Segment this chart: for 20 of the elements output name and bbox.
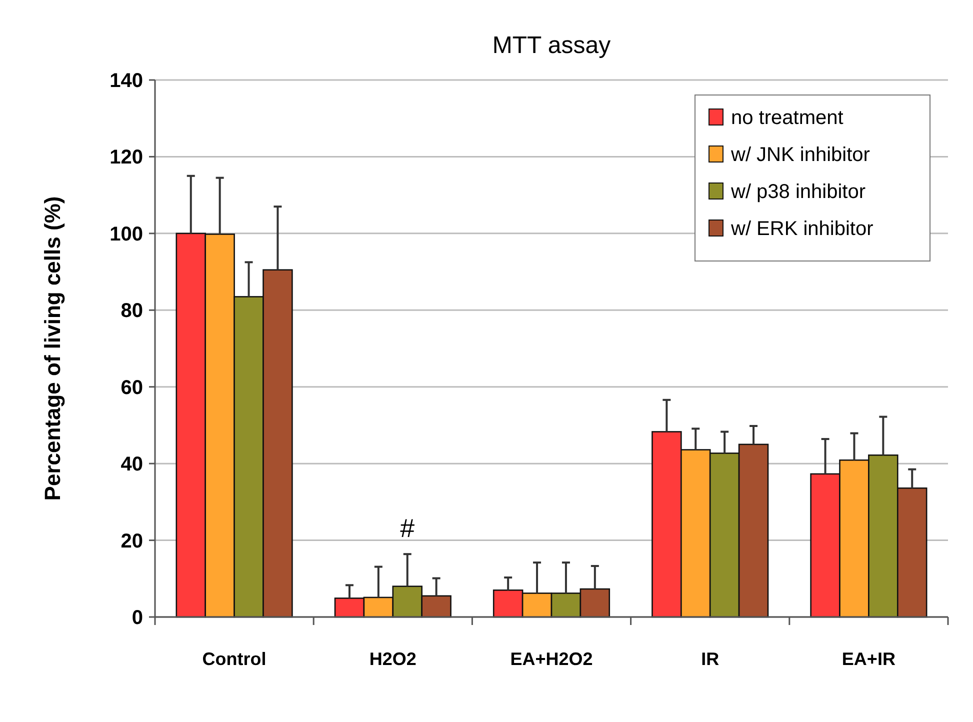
- x-tick-label: Control: [202, 649, 266, 669]
- x-tick-label: EA+IR: [842, 649, 896, 669]
- y-tick-label: 100: [110, 223, 143, 246]
- y-tick-label: 140: [110, 70, 143, 92]
- y-tick-label: 60: [120, 376, 143, 399]
- legend-label: w/ p38 inhibitor: [730, 181, 866, 203]
- x-tick-label: IR: [701, 649, 720, 669]
- y-tick-label: 120: [110, 146, 143, 169]
- chart-title: MTT assay: [492, 32, 611, 59]
- y-tick-label: 40: [120, 454, 143, 476]
- legend-label: no treatment: [731, 107, 844, 129]
- y-tick-label: 20: [120, 530, 143, 552]
- legend-label: w/ ERK inhibitor: [730, 218, 874, 240]
- x-tick-label: H2O2: [369, 649, 416, 669]
- y-tick-label: 0: [132, 607, 143, 629]
- x-tick-label: EA+H2O2: [510, 649, 593, 669]
- y-axis-title: Percentage of living cells (%): [40, 196, 65, 501]
- y-tick-label: 80: [120, 300, 143, 322]
- legend-label: w/ JNK inhibitor: [730, 144, 870, 166]
- annotation: #: [400, 513, 416, 543]
